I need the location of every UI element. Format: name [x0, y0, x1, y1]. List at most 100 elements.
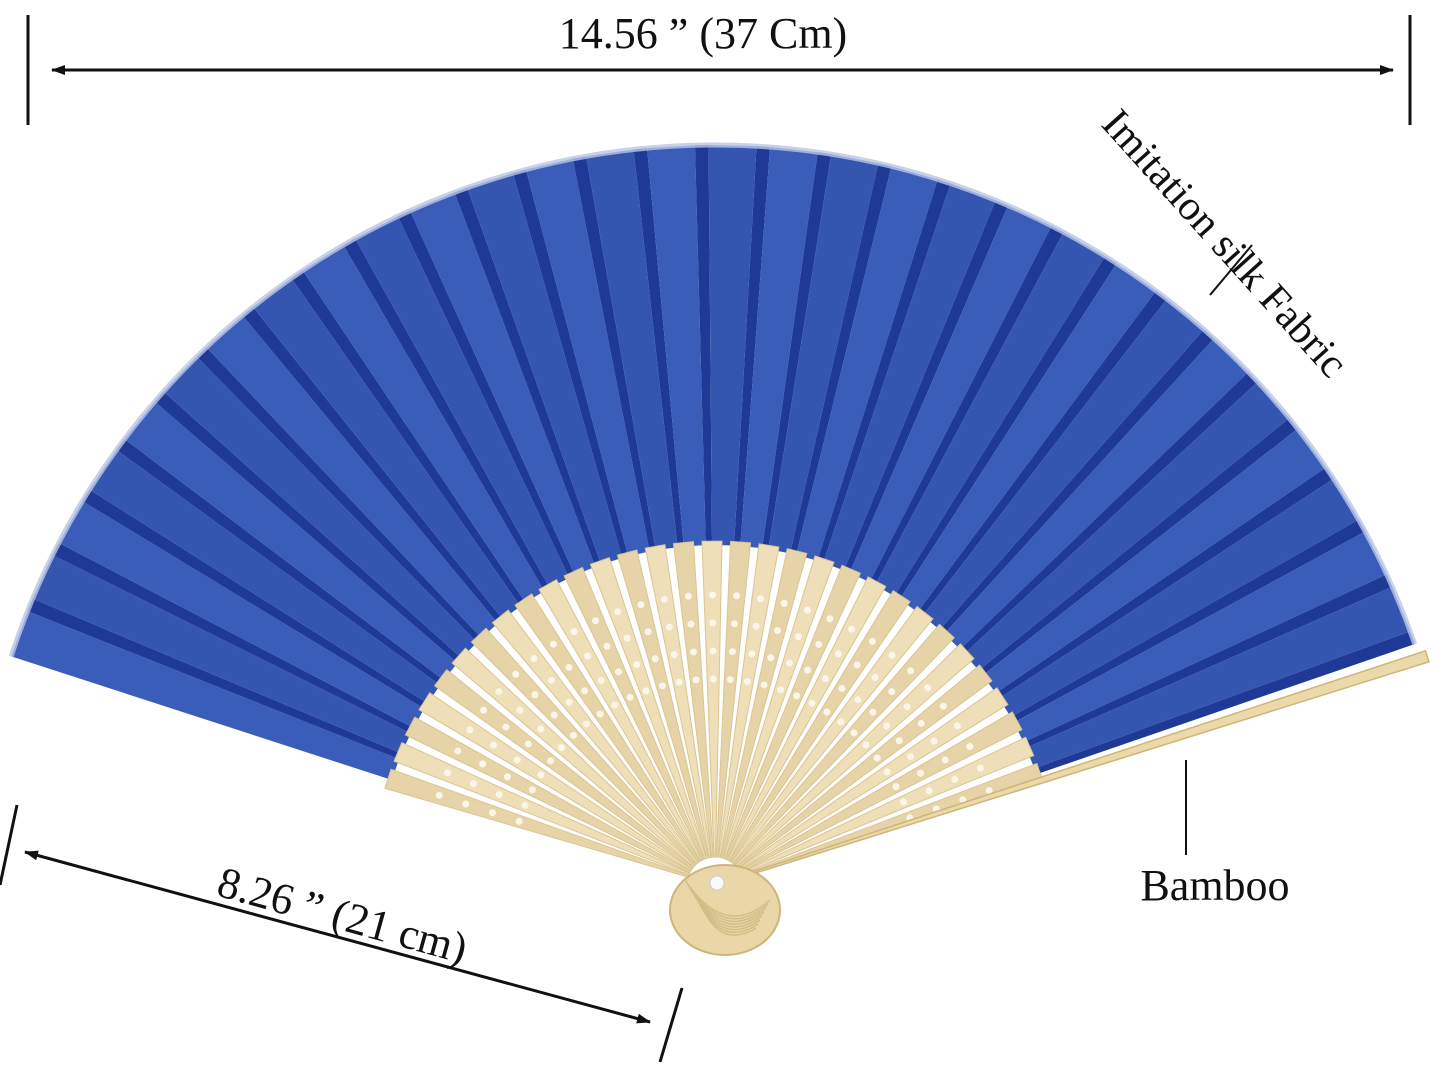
bamboo-hole [495, 688, 503, 696]
bamboo-hole [558, 744, 566, 752]
bamboo-hole [603, 642, 611, 650]
bamboo-rib [718, 543, 780, 859]
fabric-panel [89, 449, 440, 704]
bamboo-rib [672, 541, 714, 858]
bamboo-hole [868, 637, 876, 645]
bamboo-rib [616, 549, 710, 859]
bamboo-hole [530, 654, 538, 662]
handle-rib [684, 879, 771, 917]
bamboo-hole [709, 619, 717, 627]
dimension-arrow [24, 850, 651, 1024]
bamboo-hole [684, 592, 692, 600]
bamboo-hole [521, 801, 529, 809]
bamboo-hole [531, 691, 539, 699]
bamboo-hole [708, 591, 716, 599]
bamboo-hole [743, 678, 751, 686]
bamboo-hole [675, 678, 683, 686]
fabric-fold [242, 306, 503, 624]
bamboo-hole [953, 722, 961, 730]
bamboo-hole [924, 684, 932, 692]
fabric-panel [525, 158, 650, 557]
bamboo-hole [808, 699, 816, 707]
bamboo-hole [547, 757, 555, 765]
bamboo-hole [976, 764, 984, 772]
fabric-fold [27, 598, 402, 760]
fabric-fold [1034, 631, 1415, 775]
bamboo-rib [563, 566, 705, 861]
bamboo-hole [665, 623, 673, 631]
bamboo-hole [900, 798, 908, 806]
fabric-panel [11, 611, 400, 780]
fabric-fold [762, 152, 832, 550]
bamboo-hole [728, 648, 736, 656]
fabric-panel [586, 149, 678, 551]
bamboo-hole [504, 773, 512, 781]
fabric-fold [695, 145, 713, 546]
bamboo-hole [515, 817, 523, 825]
bamboo-rib [451, 647, 696, 868]
bamboo-hole [490, 741, 498, 749]
bamboo-hole [537, 725, 545, 733]
bamboo-hole [690, 648, 698, 656]
bamboo-rib [514, 593, 701, 863]
bamboo-hole [623, 634, 631, 642]
bamboo-hole [466, 726, 474, 734]
bamboo-rib [701, 540, 723, 858]
bamboo-hole [823, 708, 831, 716]
bamboo-hole [469, 780, 477, 788]
fabric-fold [116, 438, 444, 686]
bamboo-rib [433, 669, 694, 870]
bamboo-label: Bamboo [1140, 861, 1289, 910]
bamboo-hole [786, 659, 794, 667]
bamboo-hole [516, 706, 524, 714]
bamboo-hole [939, 702, 947, 710]
fabric-panel [849, 205, 1052, 583]
fabric-panel [875, 232, 1106, 597]
bamboo-hole [637, 601, 645, 609]
bamboo-hole [709, 675, 717, 683]
bamboo-hole [547, 676, 555, 684]
bamboo-hole [512, 670, 520, 678]
fabric-panel [647, 145, 706, 547]
handle-rib [687, 884, 769, 920]
fabric-fold [52, 542, 414, 734]
dimension-tick [658, 987, 684, 1063]
bamboo-hole [917, 719, 925, 727]
fabric-panel [206, 315, 498, 638]
bamboo-hole [584, 652, 592, 660]
fabric-panel [302, 245, 545, 603]
fabric-panel [1013, 531, 1387, 743]
fabric-fold [196, 347, 482, 643]
bamboo-hole [651, 655, 659, 663]
bamboo-hole [862, 741, 870, 749]
bamboo-hole [941, 756, 949, 764]
bamboo-hole [892, 783, 900, 791]
bamboo-rib [726, 576, 887, 862]
bamboo-hole [581, 687, 589, 695]
bamboo-hole [907, 667, 915, 675]
dimension-tick [0, 804, 19, 886]
bamboo-rib [393, 742, 691, 876]
bamboo-hole [757, 595, 765, 603]
fabric-fold [978, 418, 1298, 676]
bamboo-rib [538, 578, 703, 862]
fan-handle [669, 864, 781, 956]
bamboo-hole [773, 627, 781, 635]
fabric-panel [32, 554, 411, 754]
bamboo-hole [435, 791, 443, 799]
bamboo-hole [752, 622, 760, 630]
fabric-panel [708, 145, 757, 546]
bamboo-hole [815, 640, 823, 648]
bamboo-hole [930, 737, 938, 745]
fan [8, 142, 1430, 956]
bamboo-hole [549, 640, 557, 648]
fabric-fold [154, 391, 462, 663]
handle-rib [705, 914, 757, 936]
bamboo-hole [633, 661, 641, 669]
bamboo-hole [488, 809, 496, 817]
bamboo-rib [589, 557, 708, 860]
fabric-panel [355, 216, 570, 588]
bamboo-rib [730, 605, 934, 865]
